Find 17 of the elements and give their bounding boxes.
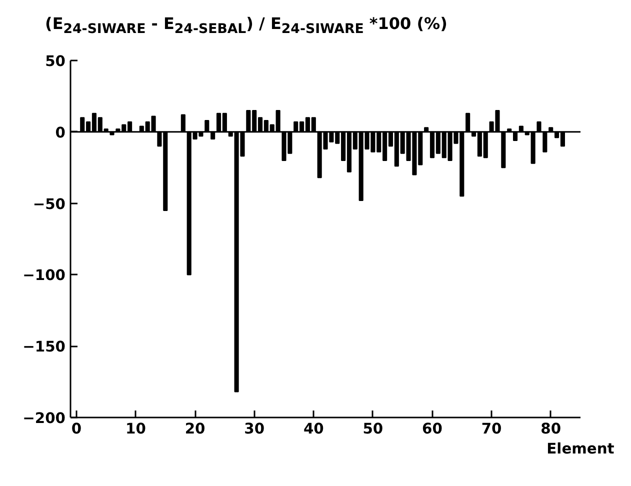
x-tick-label: 80 — [540, 420, 562, 438]
y-tick-label: −100 — [22, 267, 66, 284]
y-tick-label: 0 — [55, 124, 66, 142]
y-tick-label: −150 — [22, 338, 66, 356]
x-tick-label: 0 — [71, 420, 82, 438]
x-tick-label: 10 — [126, 420, 146, 438]
y-tick-label: 50 — [45, 53, 66, 70]
x-tick-label: 70 — [481, 420, 502, 438]
x-tick-label: 20 — [184, 420, 206, 438]
y-axis-title: (E$_{24-SIWARE}$ - E$_{24-SEBAL}$) / E$_{24-SIWARE}$ *100 (%) — [45, 13, 448, 40]
x-tick-label: 50 — [362, 420, 384, 438]
x-tick-label: 60 — [422, 420, 442, 438]
x-axis-title: Element — [546, 440, 614, 458]
x-tick-label: 40 — [303, 420, 324, 438]
y-tick-label: −200 — [22, 410, 66, 427]
y-tick-label: −50 — [32, 196, 66, 213]
x-tick-label: 30 — [244, 420, 265, 438]
